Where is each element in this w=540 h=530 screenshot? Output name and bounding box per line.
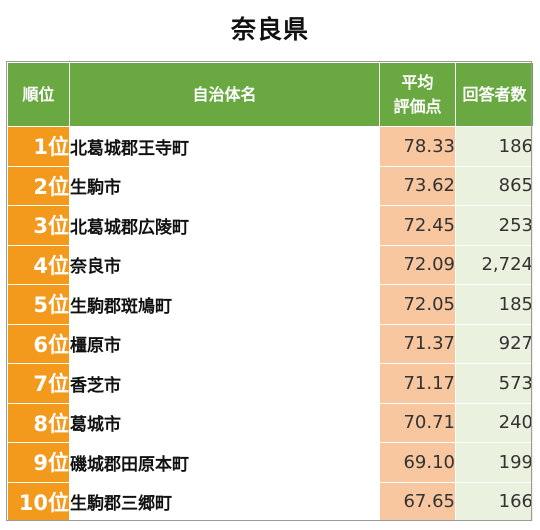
header-score-line2: 評価点: [393, 96, 442, 116]
average-score-cell: 72.05: [379, 284, 456, 325]
header-score-line1: 平均: [401, 72, 434, 92]
average-score-cell: 71.37: [379, 323, 456, 364]
respondent-count-cell: 186: [455, 126, 534, 167]
municipality-name-cell: 奈良市: [69, 244, 380, 285]
respondent-count-cell: 2,724: [455, 244, 534, 285]
table-row: 6位 橿原市 71.37 927: [7, 323, 534, 364]
rank-cell: 6位: [7, 323, 70, 364]
respondent-count-cell: 865: [455, 165, 534, 206]
municipality-name-cell: 葛城市: [69, 402, 380, 443]
table-row: 1位 北葛城郡王寺町 78.33 186: [7, 126, 534, 167]
table-row: 8位 葛城市 70.71 240: [7, 402, 534, 443]
rank-cell: 1位: [7, 126, 70, 167]
average-score-cell: 67.65: [379, 481, 456, 522]
header-count: 回答者数: [455, 62, 534, 127]
table-row: 3位 北葛城郡広陵町 72.45 253: [7, 205, 534, 246]
average-score-cell: 70.71: [379, 402, 456, 443]
municipality-name-cell: 北葛城郡王寺町: [69, 126, 380, 167]
municipality-name-cell: 磯城郡田原本町: [69, 442, 380, 483]
average-score-cell: 72.45: [379, 205, 456, 246]
rank-cell: 7位: [7, 363, 70, 404]
respondent-count-cell: 199: [455, 442, 534, 483]
rank-cell: 10位: [7, 481, 70, 522]
header-row: 順位 自治体名 平均 評価点 回答者数: [7, 62, 534, 127]
ranking-table: 順位 自治体名 平均 評価点 回答者数 1位 北葛城郡王寺町 78.33 186 2位生…: [7, 62, 534, 522]
table-row: 7位 香芝市 71.17 573: [7, 363, 534, 404]
municipality-name-cell: 北葛城郡広陵町: [69, 205, 380, 246]
respondent-count-cell: 166: [455, 481, 534, 522]
header-name: 自治体名: [69, 62, 380, 127]
page-title: 奈良県: [230, 15, 309, 44]
rank-cell: 8位: [7, 402, 70, 443]
respondent-count-cell: 185: [455, 284, 534, 325]
respondent-count-cell: 253: [455, 205, 534, 246]
rank-cell: 5位: [7, 284, 70, 325]
respondent-count-cell: 573: [455, 363, 534, 404]
header-rank: 順位: [7, 62, 70, 127]
table-row: 5位 生駒郡斑鳩町 72.05 185: [7, 284, 534, 325]
average-score-cell: 73.62: [379, 165, 456, 206]
municipality-name-cell: 香芝市: [69, 363, 380, 404]
table-row: 10位 生駒郡三郷町 67.65 166: [7, 481, 534, 522]
respondent-count-cell: 927: [455, 323, 534, 364]
average-score-cell: 78.33: [379, 126, 456, 167]
header-score: 平均 評価点: [379, 62, 456, 127]
table-row: 2位 生駒市 73.62 865: [7, 165, 534, 206]
respondent-count-cell: 240: [455, 402, 534, 443]
municipality-name-cell: 生駒郡三郷町: [69, 481, 380, 522]
rank-cell: 9位: [7, 442, 70, 483]
municipality-name-cell: 生駒郡斑鳩町: [69, 284, 380, 325]
municipality-name-cell: 生駒市: [69, 165, 380, 206]
table-row: 4位 奈良市 72.09 2,724: [7, 244, 534, 285]
municipality-name-cell: 橿原市: [69, 323, 380, 364]
average-score-cell: 69.10: [379, 442, 456, 483]
rank-cell: 3位: [7, 205, 70, 246]
rank-cell: 2位: [7, 165, 70, 206]
table-row: 9位 磯城郡田原本町 69.10 199: [7, 442, 534, 483]
rank-cell: 4位: [7, 244, 70, 285]
average-score-cell: 72.09: [379, 244, 456, 285]
average-score-cell: 71.17: [379, 363, 456, 404]
